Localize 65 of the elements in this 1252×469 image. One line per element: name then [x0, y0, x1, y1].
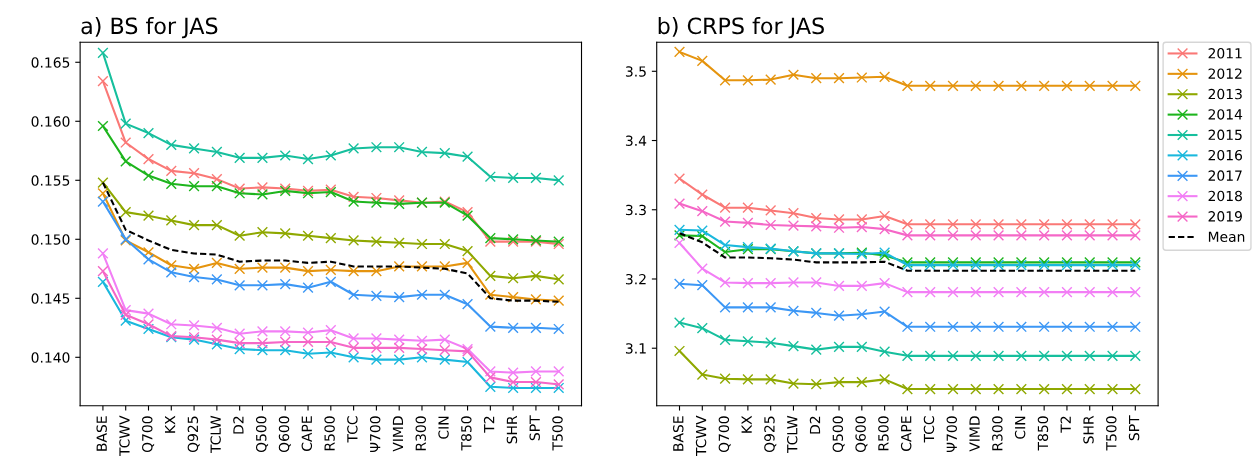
x-tick-label: TCC — [347, 416, 358, 443]
legend-label: 2018 — [1208, 190, 1242, 202]
x-tick-label: TCC — [923, 416, 935, 443]
x-tick-label: BASE — [96, 416, 107, 451]
x-tick-label: R500 — [324, 416, 335, 451]
y-tick-label: 3.1 — [625, 343, 646, 354]
x-tick-label: Q500 — [832, 416, 845, 453]
x-tick-label: Ψ700 — [369, 416, 381, 453]
x-tick-label: CIN — [438, 416, 449, 439]
x-tick-label: SPT — [1128, 415, 1140, 441]
x-tick-label: T500 — [552, 416, 563, 451]
y-tick-label: 0.160 — [31, 116, 70, 127]
legend-label: 2013 — [1208, 88, 1242, 100]
x-tick-label: D2 — [233, 416, 244, 434]
x-tick-label: T850 — [461, 416, 472, 451]
x-tick-label: KX — [741, 415, 752, 433]
x-tick-label: Q500 — [255, 416, 269, 453]
x-tick-label: Q600 — [278, 416, 291, 453]
legend-label: 2014 — [1208, 109, 1243, 120]
x-tick-label: TCWV — [695, 415, 707, 457]
x-tick-label: CAPE — [301, 416, 313, 451]
x-tick-label: T2 — [483, 416, 495, 433]
x-tick-label: CAPE — [900, 416, 912, 451]
legend-label: 2012 — [1208, 68, 1242, 79]
chart-title: a) BS for JAS — [81, 16, 218, 39]
x-tick-label: SPT — [529, 415, 540, 441]
x-tick-label: T850 — [1037, 416, 1049, 451]
x-tick-label: Q600 — [855, 416, 868, 453]
x-tick-label: BASE — [673, 416, 684, 451]
y-tick-label: 0.165 — [31, 57, 70, 68]
x-tick-label: KX — [165, 415, 176, 433]
x-tick-label: TCLW — [210, 415, 221, 454]
y-tick-label: 3.5 — [625, 66, 646, 77]
x-tick-label: TCLW — [786, 415, 798, 454]
x-tick-label: Q700 — [718, 416, 731, 453]
legend-label: 2015 — [1208, 129, 1242, 141]
x-tick-label: SHR — [1083, 415, 1094, 444]
y-tick-label: 3.3 — [625, 204, 646, 216]
legend-label: 2019 — [1208, 211, 1242, 222]
y-tick-label: 0.155 — [31, 175, 70, 186]
x-tick-label: D2 — [809, 416, 821, 434]
x-tick-label: VIMD — [392, 416, 404, 452]
x-tick-label: Ψ700 — [946, 416, 958, 453]
x-tick-label: Q925 — [187, 416, 200, 453]
x-tick-label: TCWV — [119, 415, 130, 457]
legend-label: 2017 — [1208, 170, 1242, 181]
x-tick-label: Q700 — [142, 416, 155, 453]
y-tick-label: 0.140 — [31, 352, 70, 363]
x-tick-label: T500 — [1106, 416, 1117, 451]
x-tick-label: Q925 — [764, 416, 777, 453]
y-tick-label: 0.145 — [31, 293, 70, 304]
y-tick-label: 3.2 — [625, 273, 646, 285]
x-tick-label: R300 — [415, 416, 427, 451]
x-tick-label: R300 — [992, 416, 1003, 451]
x-tick-label: CIN — [1014, 416, 1026, 439]
x-tick-label: T2 — [1060, 416, 1071, 433]
x-tick-label: R500 — [878, 416, 889, 451]
y-tick-label: 0.150 — [31, 234, 70, 245]
legend-label: 2016 — [1208, 149, 1243, 161]
legend-label: Mean — [1208, 231, 1245, 242]
y-tick-label: 3.4 — [625, 135, 647, 146]
legend-label: 2011 — [1208, 48, 1242, 59]
chart-title: b) CRPS for JAS — [658, 16, 824, 39]
x-tick-label: SHR — [506, 415, 518, 444]
x-tick-label: VIMD — [969, 416, 980, 452]
